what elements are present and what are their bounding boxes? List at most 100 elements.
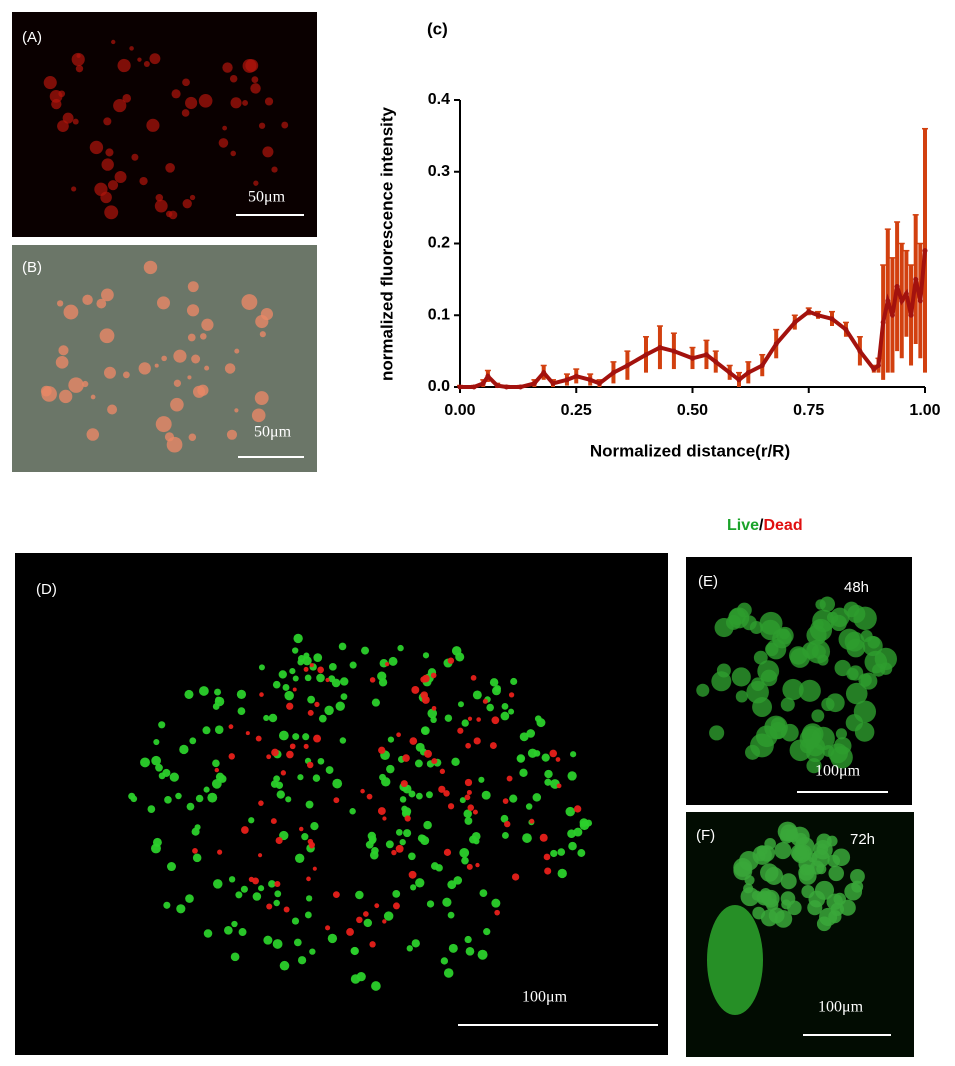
cell xyxy=(544,778,552,786)
x-tick-label: 0.50 xyxy=(677,402,708,419)
cell xyxy=(71,52,85,67)
cell xyxy=(782,678,804,701)
cell xyxy=(40,385,52,397)
cell xyxy=(107,180,119,191)
cell xyxy=(316,673,325,683)
cell xyxy=(568,841,577,851)
cell xyxy=(139,176,148,186)
cell xyxy=(579,820,590,831)
cell xyxy=(284,690,294,701)
cell xyxy=(163,901,171,909)
data-point xyxy=(485,373,491,379)
cell xyxy=(491,898,501,908)
cell xyxy=(447,880,457,890)
data-point xyxy=(713,359,719,365)
cell xyxy=(292,733,300,741)
data-point xyxy=(857,348,863,354)
scale-label: 50μm xyxy=(248,189,286,206)
cell xyxy=(406,945,413,952)
cell xyxy=(478,776,485,783)
cell xyxy=(502,798,509,804)
cell xyxy=(349,661,357,669)
cell xyxy=(273,899,280,907)
cell xyxy=(165,210,173,218)
cell xyxy=(410,884,417,891)
cell xyxy=(170,397,184,412)
cell xyxy=(332,778,343,789)
cell xyxy=(214,767,219,773)
cell xyxy=(467,804,475,811)
panel-label: (D) xyxy=(36,581,57,598)
cell xyxy=(155,416,172,433)
cell xyxy=(470,675,477,681)
cell xyxy=(709,725,725,741)
panel-label: (F) xyxy=(696,827,715,844)
data-point xyxy=(922,248,928,254)
cell xyxy=(305,895,313,902)
cell xyxy=(289,668,296,675)
cell xyxy=(408,870,417,879)
cell xyxy=(335,701,345,711)
data-point xyxy=(871,366,877,372)
data-point xyxy=(550,380,556,386)
cell xyxy=(828,865,844,882)
cell xyxy=(555,757,561,762)
cell xyxy=(365,840,374,849)
cell xyxy=(374,903,380,909)
x-axis-label: Normalized distance(r/R) xyxy=(590,441,790,460)
cell xyxy=(258,122,266,129)
cell xyxy=(103,117,112,126)
cell xyxy=(291,647,299,654)
data-point xyxy=(690,355,695,361)
cell xyxy=(59,389,73,404)
cell xyxy=(459,847,470,858)
cell xyxy=(258,800,264,806)
cell xyxy=(189,737,197,745)
cell xyxy=(303,666,309,672)
cell xyxy=(272,939,283,949)
cell xyxy=(238,928,247,937)
cell xyxy=(303,743,309,749)
cell xyxy=(790,844,808,861)
cell xyxy=(181,109,190,117)
cell xyxy=(427,708,438,719)
cell xyxy=(325,677,330,683)
cell xyxy=(101,288,114,302)
cell xyxy=(165,162,175,173)
y-tick-label: 0.4 xyxy=(428,91,450,108)
cell xyxy=(501,832,509,839)
legend-live: Live xyxy=(727,517,759,534)
cell xyxy=(459,797,466,804)
cell xyxy=(544,867,552,875)
cell xyxy=(182,78,190,87)
cell xyxy=(274,881,281,888)
cell xyxy=(780,697,795,712)
cell xyxy=(297,956,307,965)
cell xyxy=(248,817,255,824)
cell xyxy=(149,53,161,65)
cell xyxy=(466,863,473,870)
cell xyxy=(198,93,213,108)
cell xyxy=(191,354,201,364)
cell xyxy=(850,868,865,884)
cell xyxy=(397,644,404,652)
cell xyxy=(522,833,532,843)
cell xyxy=(409,737,418,745)
cell xyxy=(218,138,229,148)
cell xyxy=(442,897,452,907)
cell xyxy=(293,633,303,644)
cell xyxy=(828,909,842,924)
cell xyxy=(469,835,478,844)
cell xyxy=(222,125,228,131)
cell xyxy=(827,854,841,868)
cell xyxy=(408,790,416,798)
cell xyxy=(760,669,778,687)
y-axis-label: normalized fluorescence intensity xyxy=(377,106,396,381)
cell xyxy=(94,182,108,196)
cell xyxy=(416,792,423,800)
data-point xyxy=(573,373,579,379)
cell xyxy=(465,742,471,749)
cell xyxy=(807,900,823,916)
cell xyxy=(285,796,292,803)
cell xyxy=(68,377,84,393)
